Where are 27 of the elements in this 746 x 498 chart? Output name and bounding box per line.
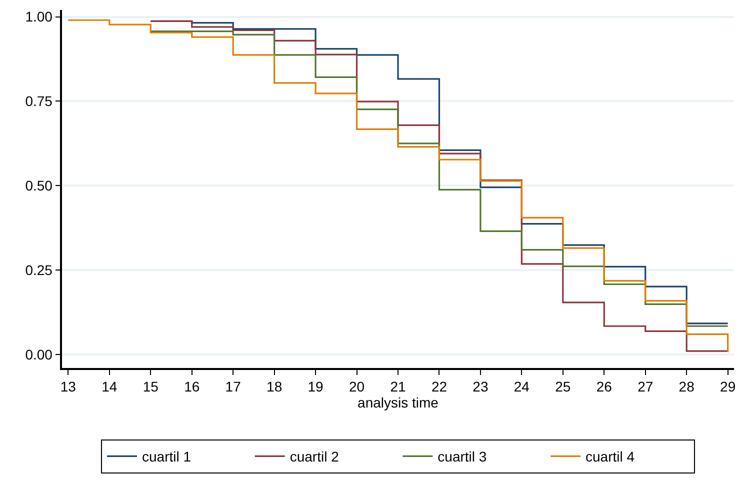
x-tick-label: 21	[390, 378, 406, 395]
legend-label: cuartil 3	[438, 448, 487, 465]
legend-label: cuartil 1	[142, 448, 192, 465]
x-tick-label: 13	[60, 378, 76, 395]
x-tick-label: 14	[102, 378, 118, 395]
x-tick-label: 29	[720, 378, 736, 395]
x-tick-label: 19	[308, 378, 324, 395]
y-tick-label: 0.50	[25, 178, 53, 194]
x-tick-label: 25	[555, 378, 571, 395]
x-tick-label: 15	[142, 378, 159, 395]
x-axis-title: analysis time	[358, 394, 439, 411]
x-tick-label: 18	[266, 378, 282, 395]
legend-label: cuartil 4	[586, 448, 635, 465]
x-tick-label: 27	[638, 378, 654, 395]
legend-label: cuartil 2	[290, 448, 340, 465]
x-tick-label: 26	[596, 378, 612, 395]
y-tick-label: 0.75	[25, 93, 53, 110]
x-tick-label: 20	[348, 378, 365, 395]
x-tick-label: 16	[184, 378, 200, 395]
y-tick-label: 1.00	[25, 8, 53, 25]
y-tick-label: 0.25	[25, 262, 53, 278]
y-tick-label: 0.00	[25, 346, 53, 362]
x-tick-label: 22	[431, 378, 448, 395]
x-tick-label: 24	[514, 378, 530, 395]
x-tick-label: 28	[678, 378, 695, 395]
x-tick-label: 23	[472, 378, 488, 395]
x-tick-label: 17	[225, 378, 242, 395]
